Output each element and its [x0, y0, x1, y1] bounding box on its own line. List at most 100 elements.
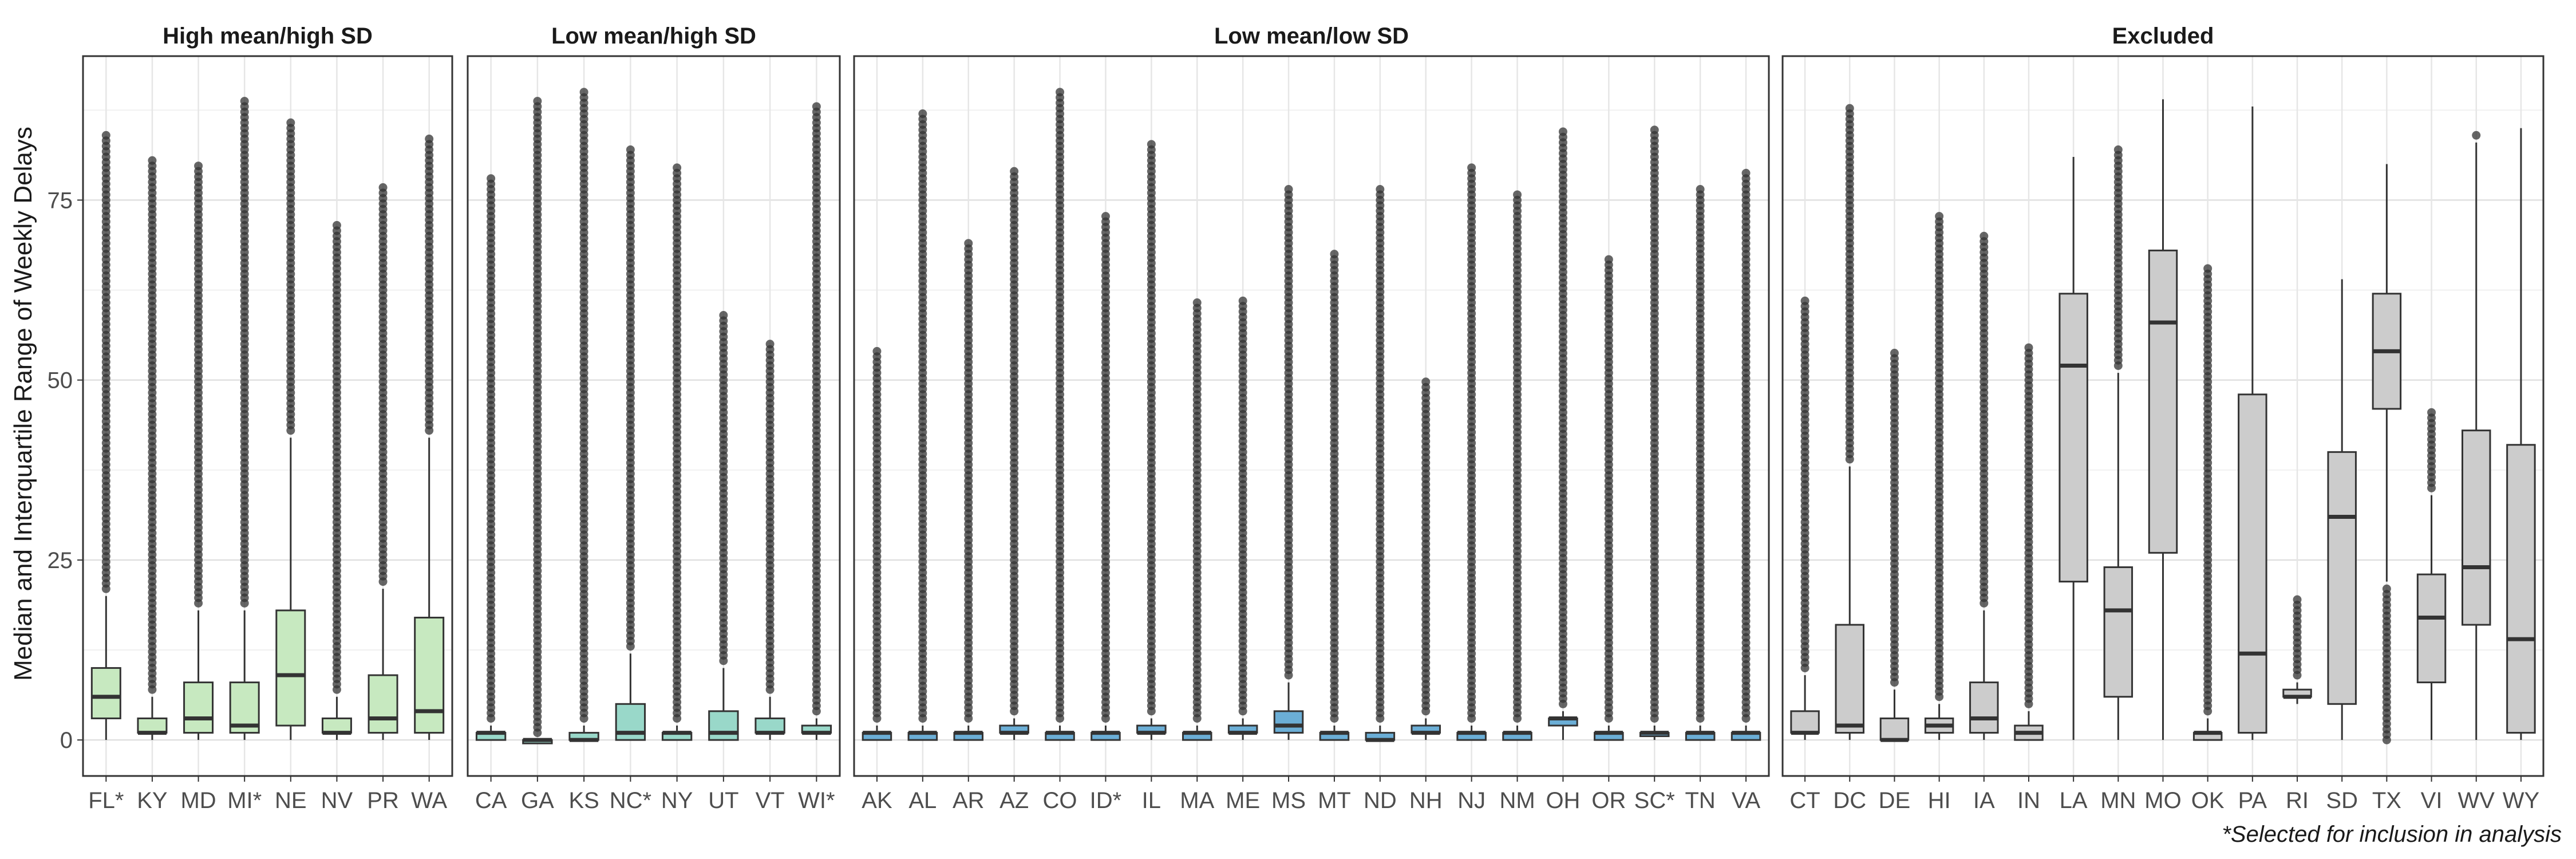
x-tick-label: MN — [2100, 788, 2136, 813]
box-nc-selected — [615, 145, 646, 741]
iqr-box — [414, 616, 445, 734]
outlier-point — [1604, 255, 1613, 264]
x-tick-label: MO — [2144, 788, 2181, 813]
iqr-box — [368, 674, 398, 734]
facet-panel-2: AK AL AR AZ CO ID* IL MA ME MS MT ND NH NJ NM OH OR SC* TN… — [853, 23, 1770, 813]
outlier-point — [1467, 163, 1476, 172]
box-pr — [368, 183, 398, 740]
iqr-box — [275, 609, 306, 727]
x-tick-label: NY — [661, 788, 693, 813]
x-tick-label: AR — [953, 788, 985, 813]
facet-title: High mean/high SD — [163, 23, 373, 49]
x-tick-label: WY — [2503, 788, 2539, 813]
facet-panel-1: CA GA KS NC* NY UT VT WI* Low mean/high SD — [467, 23, 841, 813]
iqr-box — [90, 667, 121, 719]
x-tick-label: PA — [2238, 788, 2267, 813]
iqr-box — [2238, 393, 2267, 734]
x-tick-label: SD — [2326, 788, 2358, 813]
box-ga — [522, 97, 553, 744]
x-tick-label: ID* — [1090, 788, 1122, 813]
box-ne — [275, 118, 306, 740]
outlier-point — [579, 88, 588, 97]
outlier-point — [1890, 349, 1899, 358]
outlier-point — [1421, 377, 1431, 387]
iqr-box — [2103, 566, 2134, 698]
x-tick-label: OH — [1546, 788, 1580, 813]
outlier-point — [1650, 125, 1659, 135]
x-tick-label: GA — [521, 788, 554, 813]
box-fl-selected — [90, 131, 121, 740]
x-tick-label: WA — [411, 788, 447, 813]
box-al — [907, 109, 938, 741]
outlier-point — [101, 131, 110, 140]
panel-border — [82, 55, 453, 777]
outlier-point — [533, 97, 542, 106]
iqr-box — [1879, 717, 1910, 741]
outlier-point — [1935, 212, 1944, 221]
iqr-box — [183, 681, 214, 734]
outlier-point — [1056, 88, 1065, 97]
outlier-point — [148, 156, 157, 165]
iqr-box — [708, 710, 739, 741]
outlier-point — [1238, 296, 1247, 305]
box-nv — [321, 220, 352, 740]
x-tick-label: AK — [862, 788, 892, 813]
y-axis-title: Median and Interquartile Range of Weekly… — [9, 127, 37, 681]
box-wi-selected — [801, 102, 832, 740]
outlier-point — [1513, 190, 1522, 199]
outlier-point — [812, 102, 821, 111]
outlier-point — [487, 174, 496, 183]
outlier-point — [1330, 250, 1339, 259]
x-tick-label: NC* — [610, 788, 651, 813]
facet-title: Excluded — [2112, 23, 2214, 49]
outlier-point — [1741, 168, 1751, 178]
x-tick-label: WV — [2458, 788, 2495, 813]
box-ut — [708, 311, 739, 741]
outlier-point — [2382, 584, 2391, 593]
box-ca — [475, 174, 507, 741]
iqr-box — [754, 717, 785, 734]
iqr-box — [321, 717, 352, 734]
x-tick-label: KY — [137, 788, 167, 813]
x-tick-label: MA — [1180, 788, 1214, 813]
x-tick-label: MI* — [227, 788, 262, 813]
x-tick-label: SC* — [1634, 788, 1675, 813]
iqr-box — [2327, 451, 2357, 705]
panel-background — [468, 56, 840, 776]
x-tick-label: ND — [1364, 788, 1397, 813]
x-tick-label: VI — [2421, 788, 2443, 813]
panel-border — [467, 55, 841, 777]
outlier-point — [2024, 343, 2033, 352]
x-tick-label: PR — [367, 788, 399, 813]
outlier-point — [2203, 264, 2212, 273]
x-tick-label: WI* — [798, 788, 835, 813]
outlier-point — [1800, 296, 1809, 305]
outlier-point — [1010, 167, 1019, 176]
outlier-point — [1284, 185, 1293, 194]
outlier-point — [1558, 127, 1567, 136]
outlier-point — [2113, 145, 2123, 154]
outlier-point — [1147, 140, 1156, 149]
iqr-box — [2059, 293, 2088, 583]
x-tick-label: VA — [1732, 788, 1761, 813]
facet-title: Low mean/low SD — [1214, 23, 1409, 49]
x-tick-label: TN — [1685, 788, 1715, 813]
facet-panel-0: FL* KY MD MI* NE NV PR WA High mean/high SD — [82, 23, 453, 813]
box-ny — [661, 163, 693, 741]
outlier-point — [194, 161, 203, 171]
y-tick-label: 25 — [48, 548, 73, 573]
x-tick-label: OK — [2191, 788, 2225, 813]
x-tick-label: CT — [1789, 788, 1820, 813]
outlier-point — [918, 109, 927, 119]
x-tick-label: CA — [475, 788, 507, 813]
box-ak — [862, 346, 892, 741]
y-tick-label: 50 — [48, 368, 73, 393]
x-tick-label: DE — [1879, 788, 1911, 813]
outlier-point — [2472, 131, 2481, 140]
box-mi-selected — [229, 97, 260, 740]
x-tick-label: KS — [568, 788, 599, 813]
iqr-box — [2462, 430, 2491, 626]
outlier-point — [240, 97, 249, 106]
